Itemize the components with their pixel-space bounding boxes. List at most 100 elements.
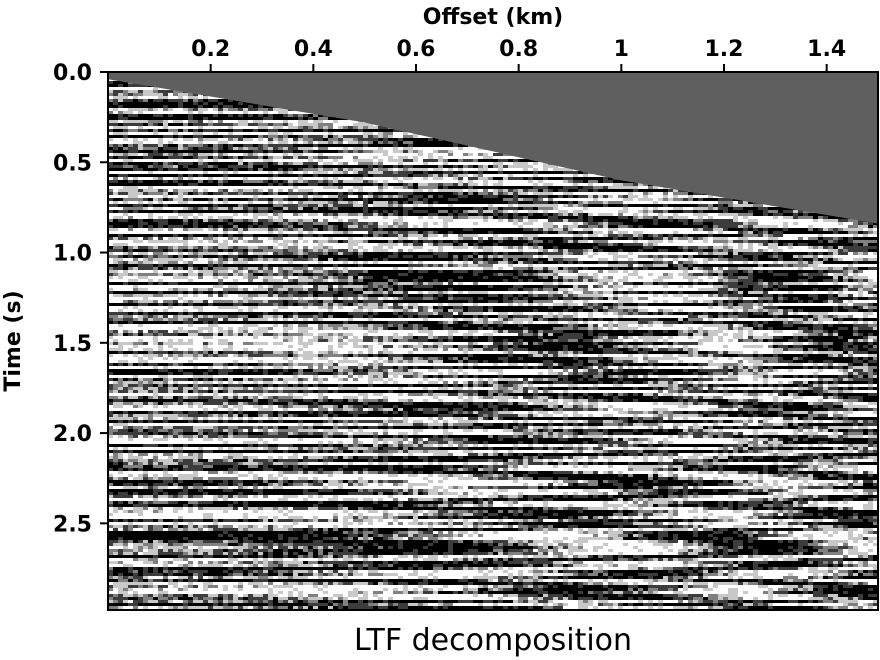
trace-sample (253, 555, 258, 558)
x-tick-label: 1.4 (807, 37, 846, 62)
trace-sample (153, 339, 158, 342)
trace-sample (118, 255, 123, 258)
trace-sample (233, 450, 238, 453)
trace-sample (118, 411, 123, 414)
trace-sample (123, 447, 128, 450)
trace-sample (188, 195, 193, 198)
trace-sample (178, 192, 183, 195)
trace-sample (183, 366, 188, 369)
trace-sample (123, 585, 128, 588)
trace-sample (118, 342, 123, 345)
trace-sample (188, 576, 193, 579)
trace-sample (238, 261, 243, 264)
trace-sample (158, 387, 163, 390)
trace-sample (218, 222, 223, 225)
trace-sample (183, 243, 188, 246)
trace-sample (258, 525, 263, 528)
trace-sample (258, 195, 263, 198)
trace-sample (208, 198, 213, 201)
trace-sample (158, 423, 163, 426)
trace-sample (123, 501, 128, 504)
trace-sample (238, 363, 243, 366)
trace-sample (133, 108, 138, 111)
trace-sample (143, 582, 148, 585)
trace-sample (233, 117, 238, 120)
trace-sample (153, 414, 158, 417)
trace-sample (213, 354, 218, 357)
trace-sample (188, 150, 193, 153)
trace-sample (193, 558, 198, 561)
trace-sample (138, 279, 143, 282)
trace-sample (133, 270, 138, 273)
trace-sample (188, 297, 193, 300)
trace-sample (173, 585, 178, 588)
trace-sample (243, 546, 248, 549)
trace-sample (188, 285, 193, 288)
trace-sample (138, 147, 143, 150)
trace-sample (133, 597, 138, 600)
trace-sample (183, 450, 188, 453)
trace-sample (158, 114, 163, 117)
trace-sample (148, 87, 153, 90)
trace-sample (118, 273, 123, 276)
trace-sample (148, 564, 153, 567)
trace-sample (173, 462, 178, 465)
trace-sample (118, 372, 123, 375)
trace-sample (258, 480, 263, 483)
trace-sample (193, 135, 198, 138)
trace-sample (233, 174, 238, 177)
trace-sample (233, 492, 238, 495)
trace-sample (118, 468, 123, 471)
y-tick-label: 0.0 (53, 61, 92, 86)
trace-sample (153, 189, 158, 192)
trace-sample (253, 480, 258, 483)
trace-sample (248, 303, 253, 306)
trace-sample (113, 276, 118, 279)
trace-sample (188, 351, 193, 354)
trace-sample (238, 522, 243, 525)
trace-sample (143, 228, 148, 231)
trace-sample (133, 147, 138, 150)
trace-sample (218, 186, 223, 189)
trace-sample (188, 540, 193, 543)
trace-sample (153, 114, 158, 117)
trace-sample (168, 237, 173, 240)
trace-sample (203, 390, 208, 393)
trace-sample (238, 465, 243, 468)
trace-sample (173, 183, 178, 186)
trace-sample (158, 504, 163, 507)
trace-sample (233, 150, 238, 153)
trace-sample (258, 201, 263, 204)
trace-sample (183, 567, 188, 570)
trace-sample (253, 477, 258, 480)
trace-sample (118, 567, 123, 570)
trace-sample (143, 567, 148, 570)
trace-sample (213, 564, 218, 567)
trace-sample (183, 183, 188, 186)
trace-sample (203, 555, 208, 558)
trace-sample (223, 120, 228, 123)
trace-sample (133, 303, 138, 306)
trace-sample (248, 507, 253, 510)
trace-sample (248, 570, 253, 573)
trace-sample (238, 489, 243, 492)
trace-sample (133, 516, 138, 519)
trace-sample (253, 363, 258, 366)
trace-sample (223, 294, 228, 297)
trace-sample (148, 342, 153, 345)
trace-sample (138, 531, 143, 534)
trace-sample (188, 252, 193, 255)
trace-sample (238, 183, 243, 186)
trace-sample (118, 123, 123, 126)
trace-sample (198, 531, 203, 534)
trace-sample (253, 534, 258, 537)
trace-sample (168, 567, 173, 570)
trace-sample (178, 558, 183, 561)
trace-sample (223, 486, 228, 489)
trace-sample (143, 459, 148, 462)
trace-sample (123, 591, 128, 594)
trace-sample (193, 378, 198, 381)
trace-sample (238, 534, 243, 537)
trace-sample (153, 321, 158, 324)
trace-sample (123, 162, 128, 165)
